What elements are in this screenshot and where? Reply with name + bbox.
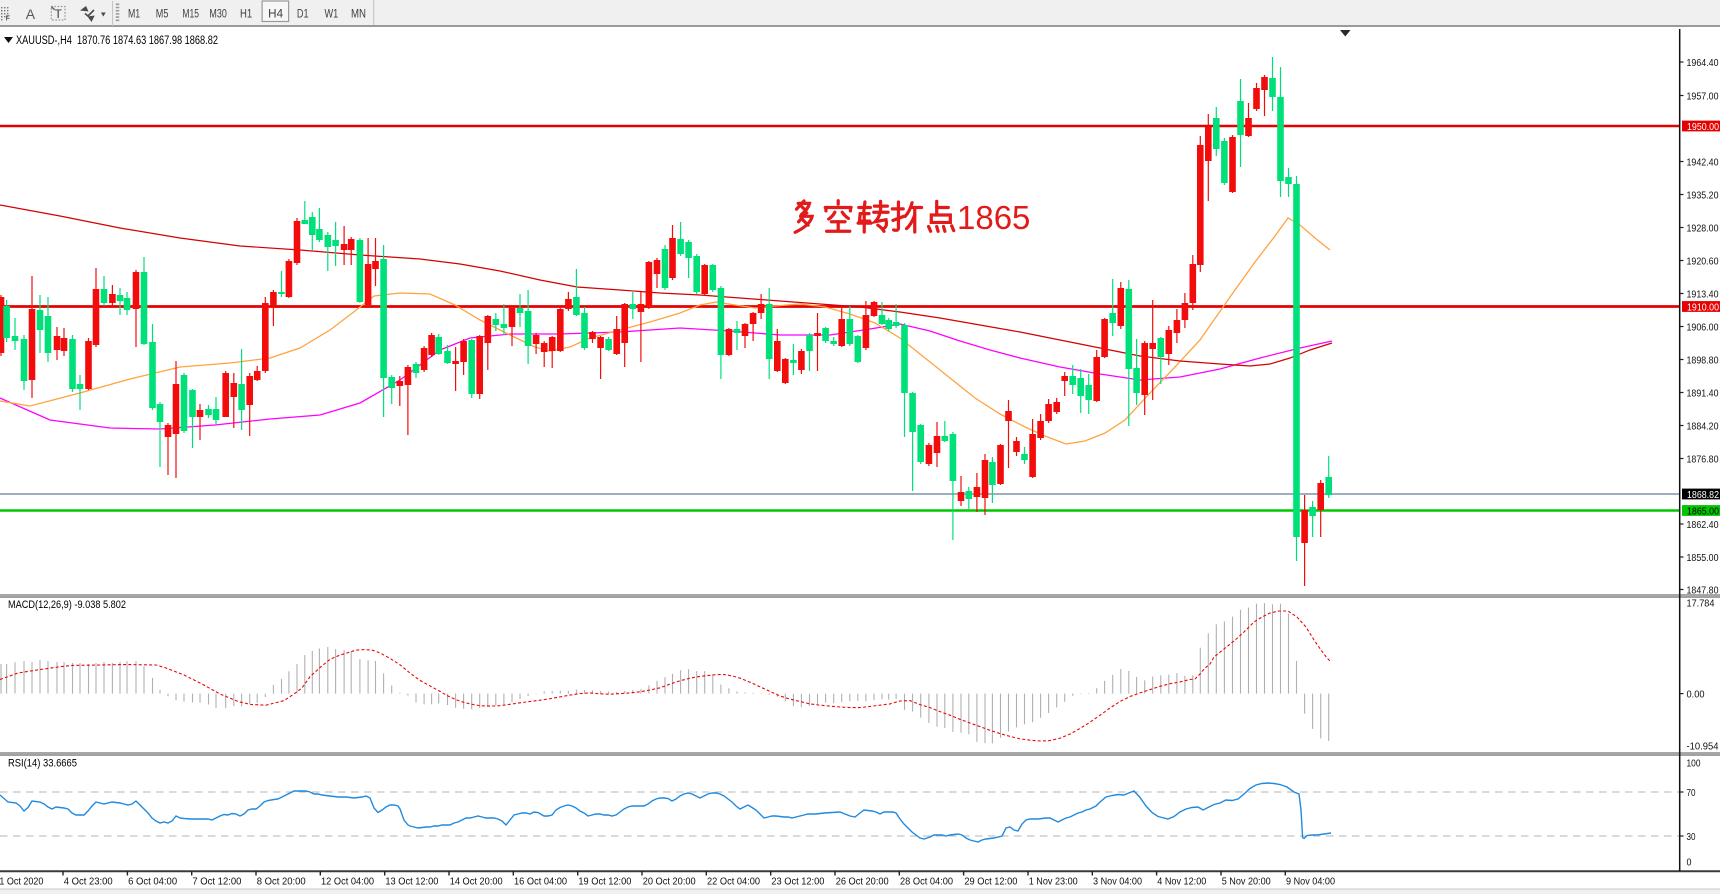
svg-text:23 Oct 12:00: 23 Oct 12:00	[771, 876, 824, 888]
svg-text:22 Oct 04:00: 22 Oct 04:00	[707, 876, 760, 888]
svg-text:1913.40: 1913.40	[1687, 288, 1719, 300]
svg-text:M30: M30	[209, 9, 226, 21]
svg-text:M5: M5	[156, 9, 169, 21]
svg-text:3 Nov 04:00: 3 Nov 04:00	[1093, 876, 1142, 888]
svg-text:H1: H1	[240, 9, 252, 21]
svg-text:1865.00: 1865.00	[1687, 505, 1719, 517]
svg-text:1891.40: 1891.40	[1687, 387, 1719, 399]
svg-text:D1: D1	[297, 9, 309, 21]
svg-text:5 Nov 20:00: 5 Nov 20:00	[1222, 876, 1271, 888]
svg-text:1898.80: 1898.80	[1687, 354, 1719, 366]
svg-text:6 Oct 04:00: 6 Oct 04:00	[128, 876, 177, 888]
svg-text:0.00: 0.00	[1687, 688, 1705, 700]
svg-text:1 Nov 23:00: 1 Nov 23:00	[1029, 876, 1078, 888]
svg-text:14 Oct 20:00: 14 Oct 20:00	[450, 876, 503, 888]
svg-text:17.784: 17.784	[1687, 598, 1715, 610]
svg-text:1862.40: 1862.40	[1687, 519, 1719, 531]
svg-text:T: T	[55, 7, 63, 21]
svg-text:1865: 1865	[957, 199, 1030, 236]
svg-text:8 Oct 20:00: 8 Oct 20:00	[257, 876, 306, 888]
svg-text:1928.00: 1928.00	[1687, 222, 1719, 234]
svg-text:1942.40: 1942.40	[1687, 156, 1719, 168]
svg-text:100: 100	[1687, 758, 1701, 770]
svg-text:1910.00: 1910.00	[1687, 301, 1719, 313]
svg-text:-10.954: -10.954	[1687, 741, 1719, 753]
svg-text:16 Oct 04:00: 16 Oct 04:00	[514, 876, 567, 888]
svg-text:A: A	[26, 6, 36, 22]
svg-text:M15: M15	[182, 9, 199, 21]
svg-text:MN: MN	[351, 9, 366, 21]
svg-text:M1: M1	[128, 9, 140, 21]
svg-text:1920.60: 1920.60	[1687, 255, 1719, 267]
svg-text:20 Oct 20:00: 20 Oct 20:00	[643, 876, 696, 888]
svg-text:0: 0	[1687, 857, 1692, 869]
svg-text:XAUUSD-,H4 1870.76 1874.63 18: XAUUSD-,H4 1870.76 1874.63 1867.98 1868.…	[16, 35, 218, 47]
svg-text:1876.80: 1876.80	[1687, 453, 1719, 465]
svg-text:13 Oct 12:00: 13 Oct 12:00	[385, 876, 438, 888]
svg-text:1847.80: 1847.80	[1687, 584, 1719, 596]
svg-text:70: 70	[1687, 787, 1696, 799]
svg-text:1957.00: 1957.00	[1687, 90, 1719, 102]
svg-text:H4: H4	[268, 9, 284, 21]
svg-text:28 Oct 04:00: 28 Oct 04:00	[900, 876, 953, 888]
svg-text:MACD(12,26,9) -9.038 5.802: MACD(12,26,9) -9.038 5.802	[8, 599, 126, 611]
svg-text:RSI(14) 33.6665: RSI(14) 33.6665	[8, 758, 77, 770]
svg-text:4 Oct 23:00: 4 Oct 23:00	[64, 876, 113, 888]
svg-text:1964.40: 1964.40	[1687, 57, 1719, 69]
svg-text:1935.20: 1935.20	[1687, 189, 1719, 201]
svg-text:W1: W1	[325, 9, 339, 21]
svg-text:12 Oct 04:00: 12 Oct 04:00	[321, 876, 374, 888]
svg-text:26 Oct 20:00: 26 Oct 20:00	[836, 876, 889, 888]
svg-text:1855.00: 1855.00	[1687, 552, 1719, 564]
svg-text:9 Nov 04:00: 9 Nov 04:00	[1286, 876, 1335, 888]
svg-text:19 Oct 12:00: 19 Oct 12:00	[578, 876, 631, 888]
svg-text:1884.20: 1884.20	[1687, 420, 1719, 432]
svg-text:30: 30	[1687, 831, 1696, 843]
svg-text:1 Oct 2020: 1 Oct 2020	[0, 876, 44, 888]
svg-text:29 Oct 12:00: 29 Oct 12:00	[964, 876, 1017, 888]
svg-text:F: F	[6, 14, 11, 23]
svg-text:1868.82: 1868.82	[1687, 489, 1719, 501]
svg-text:1906.00: 1906.00	[1687, 321, 1719, 333]
svg-text:4 Nov 12:00: 4 Nov 12:00	[1157, 876, 1206, 888]
svg-text:7 Oct 12:00: 7 Oct 12:00	[192, 876, 241, 888]
svg-text:1950.00: 1950.00	[1687, 121, 1719, 133]
